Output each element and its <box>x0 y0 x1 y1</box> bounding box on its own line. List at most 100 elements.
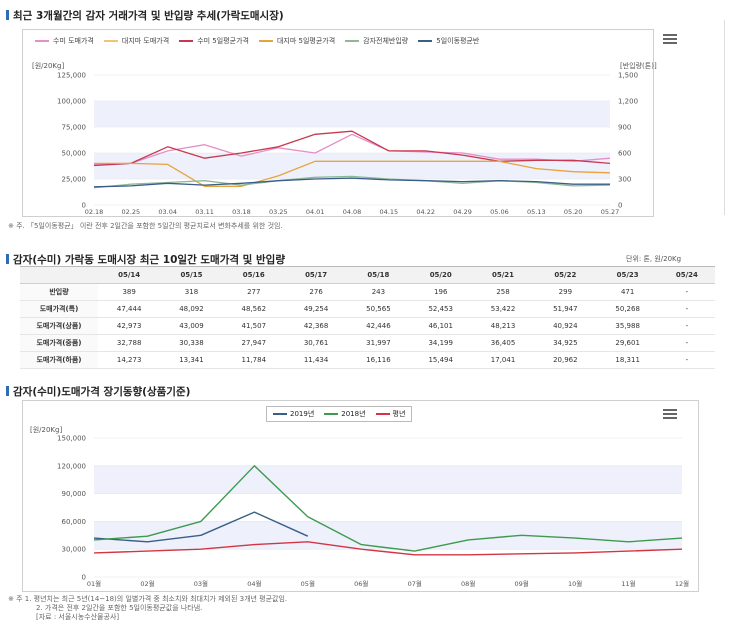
legend-label: 대지마 도매가격 <box>121 37 170 45</box>
table-cell: 34,199 <box>409 334 472 352</box>
chart1-y2tick-label: 300 <box>618 176 631 184</box>
table-cell: 14,273 <box>98 351 161 369</box>
chart1-y2tick-label: 900 <box>618 124 631 132</box>
chart2-series-line <box>93 541 683 556</box>
chart1-legend-item[interactable]: 5일이동평균반 <box>418 36 479 46</box>
chart1-xtick-label: 05.27 <box>601 208 620 216</box>
table-cell: 243 <box>347 283 410 301</box>
table-cell: 277 <box>222 283 285 301</box>
chart1-ytick-label: 25,000 <box>62 176 87 184</box>
chart1-legend-item[interactable]: 대지마 5일평균가격 <box>258 36 335 46</box>
legend-swatch <box>273 413 287 415</box>
table-column-header: 05/18 <box>347 266 410 284</box>
legend-label: 2019년 <box>290 410 315 418</box>
table-row-label: 도매가격(하품) <box>20 351 98 369</box>
legend-label: 감자전체반입량 <box>363 37 409 45</box>
table-row-label: 도매가격(중품) <box>20 334 98 352</box>
legend-swatch <box>258 40 273 42</box>
table-cell: 53,422 <box>471 300 535 318</box>
table-header-row: 05/14 05/15 05/16 05/17 05/18 05/20 05/21 05/22… <box>20 266 715 284</box>
chart2-series-line <box>93 465 683 552</box>
legend-swatch <box>345 40 360 42</box>
table-cell: 42,973 <box>98 317 161 335</box>
table-cell: 42,368 <box>284 317 348 335</box>
chart1-xtick-label: 04.08 <box>343 208 362 216</box>
table-column-header: 05/16 <box>222 266 285 284</box>
table-row-label: 반입량 <box>20 283 98 301</box>
chart2-ytick-label: 120,000 <box>57 462 86 470</box>
legend-label: 수미 도매가격 <box>53 37 94 45</box>
chart2-band <box>94 465 682 494</box>
table-cell: 41,507 <box>222 317 285 335</box>
page-divider <box>724 20 725 215</box>
chart1-xtick-label: 03.18 <box>232 208 251 216</box>
table-column-header: 05/15 <box>160 266 223 284</box>
chart1-xtick-label: 03.11 <box>195 208 214 216</box>
table-cell: 40,924 <box>534 317 597 335</box>
chart1-legend-item[interactable]: 수미 5일평균가격 <box>179 36 249 46</box>
legend-label: 수미 5일평균가격 <box>197 37 249 45</box>
chart1-note: ※ 주. 「5일이동평균」 이란 전후 2일간을 포함한 5일간의 평균치로서 … <box>8 222 283 230</box>
chart1-series-line <box>93 130 611 167</box>
chart2-band <box>94 521 682 550</box>
table-cell: - <box>658 334 715 352</box>
chart2-plot: 0 30,000 60,000 90,000 120,000 150,000 01월 02월 0… <box>57 435 689 589</box>
table-cell: 29,601 <box>596 334 659 352</box>
chart2-legend-item[interactable]: 2018년 <box>324 409 366 419</box>
chart1-legend-item[interactable]: 수미 도매가격 <box>35 36 94 46</box>
table-cell: 471 <box>596 283 659 301</box>
table-cell: 50,268 <box>596 300 659 318</box>
chart1-y2tick-label: 600 <box>618 150 631 158</box>
table-row: 도매가격(특) 47,444 48,092 48,562 49,254 50,565 52,… <box>20 300 715 318</box>
chart1-xtick-label: 03.25 <box>269 208 288 216</box>
chart1-xtick-label: 05.06 <box>490 208 509 216</box>
table-cell: 46,101 <box>409 317 472 335</box>
chart1-y2tick-label: 0 <box>618 202 622 210</box>
table-cell: 47,444 <box>98 300 161 318</box>
chart2-legend-item[interactable]: 2019년 <box>273 409 314 419</box>
table-cell: 42,446 <box>347 317 410 335</box>
legend-swatch <box>375 413 390 415</box>
chart1-series-line <box>93 133 611 166</box>
chart1-left-unit: [원/20Kg] <box>32 62 65 70</box>
legend-label: 5일이동평균반 <box>436 37 480 45</box>
table-cell: 48,092 <box>160 300 223 318</box>
chart2-legend-item[interactable]: 평년 <box>375 409 405 419</box>
chart1-y2tick-label: 1,500 <box>618 72 638 80</box>
chart2-xtick-label: 05월 <box>301 579 315 588</box>
table-cell: 389 <box>98 283 161 301</box>
table-cell: 11,434 <box>284 351 348 369</box>
section2-title: 감자(수미) 가락동 도매시장 최근 10일간 도매가격 및 반입량 <box>6 252 285 267</box>
chart1-series-line <box>94 160 611 187</box>
chart2-xtick-label: 03월 <box>194 579 208 588</box>
chart1-menu-icon[interactable] <box>663 34 677 44</box>
price-table: 05/14 05/15 05/16 05/17 05/18 05/20 05/21 05/22… <box>20 266 715 369</box>
chart2-xtick-label: 02월 <box>140 579 154 588</box>
chart1-legend-item[interactable]: 대지마 도매가격 <box>103 36 170 46</box>
table-cell: 299 <box>534 283 597 301</box>
table-cell: 13,341 <box>160 351 223 369</box>
chart2-xtick-label: 11월 <box>621 579 635 588</box>
chart1-xtick-label: 04.22 <box>416 208 435 216</box>
table-column-header: 05/22 <box>534 266 597 284</box>
table-row-label: 도매가격(특) <box>20 300 98 318</box>
chart2-ytick-label: 90,000 <box>62 490 87 498</box>
table-column-header: 05/21 <box>471 266 535 284</box>
table-cell: 16,116 <box>347 351 410 369</box>
table-cell: 276 <box>284 283 348 301</box>
table-cell: 32,788 <box>98 334 161 352</box>
table-cell: 11,784 <box>222 351 285 369</box>
chart1-ytick-label: 50,000 <box>62 150 87 158</box>
chart2-ytick-label: 0 <box>82 574 86 582</box>
table-cell: 18,311 <box>596 351 659 369</box>
chart2-xtick-label: 06월 <box>354 579 368 588</box>
table-cell: - <box>658 283 715 301</box>
chart2-xtick-label: 08월 <box>461 579 475 588</box>
chart2-menu-icon[interactable] <box>663 409 677 419</box>
table-cell: 196 <box>409 283 472 301</box>
chart1-legend-item[interactable]: 감자전체반입량 <box>345 36 408 46</box>
table-corner <box>20 266 98 284</box>
chart1-right-unit: [반입량(톤)] <box>620 62 657 70</box>
table-unit: 단위: 톤, 원/20Kg <box>626 255 682 263</box>
chart1-xtick-label: 04.29 <box>453 208 472 216</box>
